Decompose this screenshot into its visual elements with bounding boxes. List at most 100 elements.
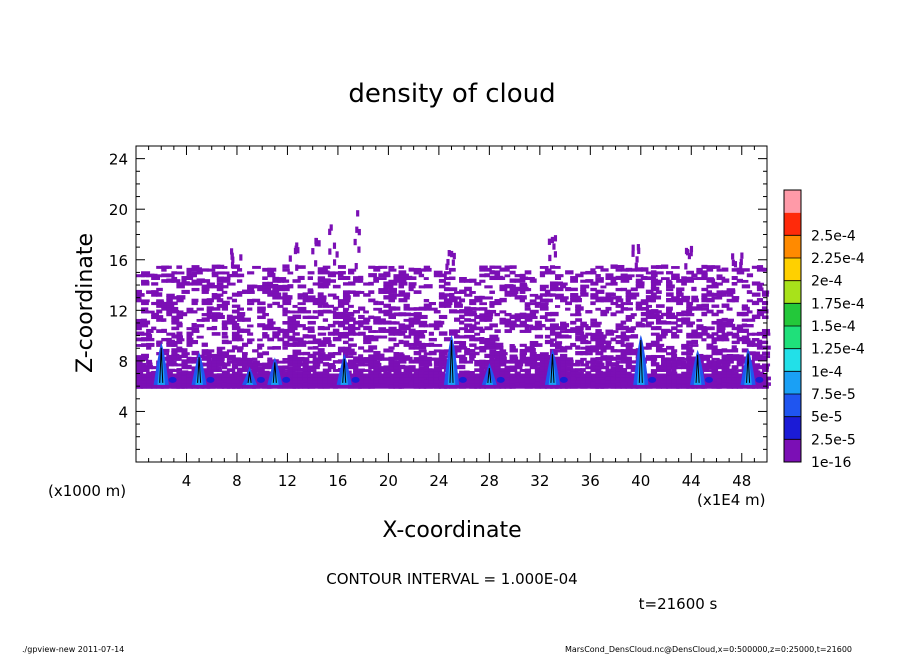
cloud-cell xyxy=(469,374,477,378)
cloud-cell xyxy=(438,359,448,364)
cloud-cell xyxy=(262,324,271,328)
cloud-cell xyxy=(221,304,229,308)
cloud-cell xyxy=(226,349,235,353)
cloud-cell xyxy=(272,335,280,339)
cloud-cell xyxy=(257,306,266,311)
cloud-cell xyxy=(474,282,482,286)
cloud-cell xyxy=(660,277,670,281)
cloud-cell xyxy=(595,362,605,367)
cloud-cell xyxy=(211,353,221,359)
cloud-cell xyxy=(388,331,395,336)
cloud-cell xyxy=(549,338,557,342)
cloud-cell xyxy=(650,354,657,359)
cloud-cell xyxy=(479,328,485,333)
cloud-cell xyxy=(287,295,293,300)
cloud-cell xyxy=(756,311,765,317)
cloud-cell xyxy=(519,273,526,278)
cloud-cell xyxy=(236,338,244,342)
cloud-cell xyxy=(287,271,294,275)
cloud-cell xyxy=(484,366,491,370)
cloud-plume-cell xyxy=(332,259,337,266)
cloud-cell xyxy=(176,282,186,286)
cloud-cell xyxy=(701,363,707,367)
cloud-cell xyxy=(565,270,574,275)
cloud-cell xyxy=(484,362,494,367)
cloud-cell xyxy=(741,284,751,289)
cloud-cell xyxy=(257,310,266,314)
cloud-cell xyxy=(358,323,364,328)
cloud-cell xyxy=(519,295,527,300)
cloud-cell xyxy=(706,265,715,269)
cloud-cell xyxy=(701,368,710,372)
cloud-cell xyxy=(383,357,392,361)
cloud-cell xyxy=(736,362,744,367)
cloud-cell xyxy=(741,306,750,311)
cloud-cell xyxy=(262,287,272,292)
cloud-cell xyxy=(378,318,386,322)
cloud-cell xyxy=(413,340,422,345)
cloud-cell xyxy=(751,292,761,297)
cloud-cell xyxy=(141,318,147,322)
cloud-cell xyxy=(252,384,260,389)
cloud-cell xyxy=(605,362,613,367)
cloud-cell xyxy=(156,315,164,320)
cloud-cell xyxy=(655,385,662,389)
cloud-cell xyxy=(454,355,462,359)
cloud-cell xyxy=(595,385,605,389)
cloud-cell xyxy=(201,300,211,306)
cloud-cell xyxy=(141,368,150,372)
cloud-cell xyxy=(575,380,581,384)
cloud-cell xyxy=(322,357,332,361)
cloud-cell xyxy=(701,270,708,275)
cloud-cell xyxy=(191,265,200,269)
cloud-cell xyxy=(610,296,619,300)
cloud-cell xyxy=(585,270,593,275)
cloud-cell xyxy=(706,365,713,370)
cloud-cell xyxy=(756,354,763,359)
cloud-cell xyxy=(751,357,758,361)
cloud-cell xyxy=(332,284,341,289)
cloud-cell xyxy=(292,364,301,370)
cloud-cell xyxy=(166,295,172,300)
cloud-cell xyxy=(499,310,507,314)
cloud-cell xyxy=(726,357,734,361)
cloud-cell xyxy=(756,381,766,386)
cloud-cell xyxy=(721,338,730,342)
cloud-cell xyxy=(398,284,405,289)
cloud-cell xyxy=(363,382,372,386)
cloud-cell xyxy=(469,356,475,361)
core-high xyxy=(245,376,254,385)
cloud-cell xyxy=(655,376,662,381)
cloud-cell xyxy=(580,321,587,325)
cloud-cell xyxy=(524,348,534,353)
cloud-cell xyxy=(655,314,664,320)
cloud-cell xyxy=(287,320,295,325)
cloud-cell xyxy=(751,363,761,367)
cloud-cell xyxy=(353,310,360,314)
cloud-cell xyxy=(136,293,145,297)
cloud-cell xyxy=(317,353,324,359)
cloud-cell xyxy=(312,357,320,361)
cloud-cell xyxy=(247,357,254,361)
cloud-cell xyxy=(368,338,374,342)
cloud-cell xyxy=(489,367,496,372)
cloud-cell xyxy=(751,376,760,381)
cloud-cell xyxy=(322,354,330,359)
cloud-cell xyxy=(216,264,225,269)
cloud-cell xyxy=(302,327,309,331)
cloud-cell xyxy=(287,362,294,367)
cloud-cell xyxy=(585,340,592,345)
cloud-cell xyxy=(443,337,453,342)
cloud-cell xyxy=(625,346,633,350)
cloud-cell xyxy=(403,303,410,308)
cloud-cell xyxy=(666,371,675,375)
cloud-cell xyxy=(307,295,316,300)
cloud-cell xyxy=(156,329,164,333)
cloud-cell xyxy=(484,343,490,347)
cloud-cell xyxy=(580,363,590,367)
cloud-cell xyxy=(297,337,304,342)
cloud-cell xyxy=(302,382,311,386)
x-tick-label: 48 xyxy=(732,472,751,490)
cloud-cell xyxy=(247,324,254,328)
cloud-cell xyxy=(761,334,768,339)
